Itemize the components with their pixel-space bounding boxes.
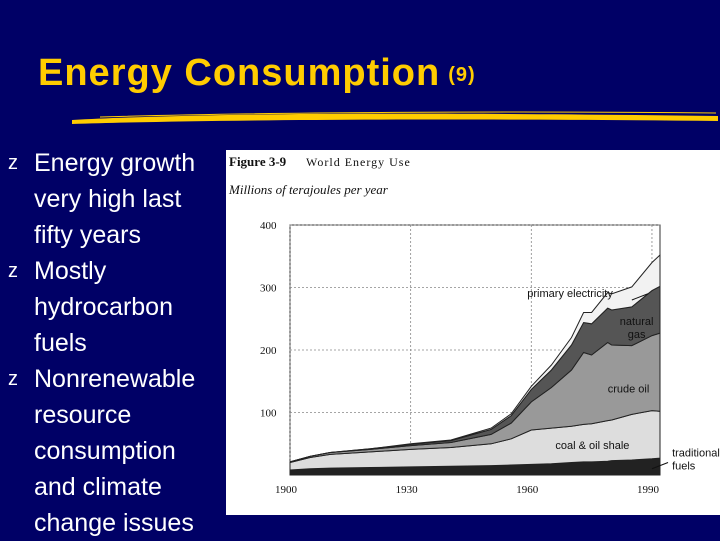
bullet-text: Mostly hydrocarbon fuels bbox=[34, 257, 173, 357]
bullet-item: z Nonrenewable resource consumption and c… bbox=[8, 361, 223, 541]
x-tick-label: 1990 bbox=[637, 484, 660, 496]
slide-title: Energy Consumption (9) bbox=[38, 52, 476, 95]
bullet-item: z Energy growth very high last fifty year… bbox=[8, 145, 223, 253]
series-label: natural bbox=[620, 316, 654, 328]
x-tick-label: 1930 bbox=[396, 484, 419, 496]
y-tick-label: 400 bbox=[260, 220, 277, 232]
bullet-text: Energy growth very high last fifty years bbox=[34, 149, 196, 249]
y-tick-label: 200 bbox=[260, 345, 277, 357]
bullet-item: z Mostly hydrocarbon fuels bbox=[8, 253, 223, 361]
slide-number: (9) bbox=[448, 64, 476, 86]
title-underline bbox=[72, 111, 718, 124]
bullet-text: Nonrenewable resource consumption and cl… bbox=[34, 365, 196, 537]
series-label: coal & oil shale bbox=[555, 440, 629, 452]
label-pointer bbox=[631, 293, 649, 301]
figure-label: Figure 3-9 bbox=[229, 154, 287, 169]
y-tick-label: 100 bbox=[260, 408, 277, 420]
energy-area-chart: Figure 3-9 World Energy Use Millions of … bbox=[228, 154, 720, 496]
series-label: primary electricity bbox=[527, 288, 613, 300]
series-label: fuels bbox=[672, 460, 696, 472]
x-tick-label: 1960 bbox=[516, 484, 539, 496]
bullet-icon: z bbox=[8, 368, 18, 390]
series-label: crude oil bbox=[608, 384, 650, 396]
plot-area: 100 200 300 400 1900 1930 1960 1990 primary elec… bbox=[260, 220, 720, 496]
x-tick-label: 1900 bbox=[275, 484, 298, 496]
y-axis-label: Millions of terajoules per year bbox=[228, 182, 389, 197]
chart-title: World Energy Use bbox=[306, 155, 411, 169]
chart-figure: Figure 3-9 World Energy Use Millions of … bbox=[226, 150, 720, 515]
area-series bbox=[289, 253, 661, 463]
bullet-icon: z bbox=[8, 152, 18, 174]
bullet-list: z Energy growth very high last fifty year… bbox=[8, 145, 223, 541]
series-label: traditional bbox=[672, 447, 720, 459]
series-label: gas bbox=[628, 329, 646, 341]
label-pointer bbox=[651, 462, 669, 470]
bullet-icon: z bbox=[8, 260, 18, 282]
slide-title-text: Energy Consumption bbox=[38, 52, 441, 94]
y-tick-label: 300 bbox=[260, 283, 277, 295]
